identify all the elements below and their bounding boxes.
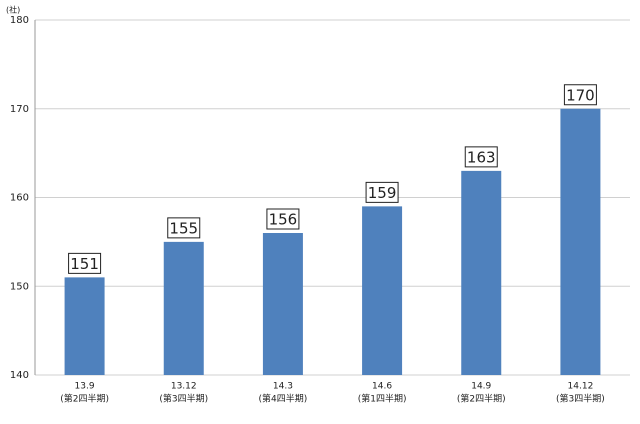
- value-label: 156: [269, 211, 298, 229]
- value-label: 163: [467, 148, 496, 166]
- x-tick-label: (第2四半期): [60, 393, 109, 405]
- x-tick-label: 14.3: [273, 382, 293, 392]
- value-label-box: [365, 181, 399, 203]
- x-tick-label: (第2四半期): [457, 393, 506, 405]
- x-tick-label: (第3四半期): [159, 393, 208, 405]
- x-tick-label: 14.9: [471, 382, 491, 392]
- value-label-box: [563, 84, 597, 106]
- y-tick-label: 180: [10, 15, 29, 26]
- x-tick-label: (第1四半期): [358, 393, 407, 405]
- y-tick-label: 140: [10, 370, 29, 381]
- value-label-box: [464, 146, 498, 168]
- value-label: 151: [70, 255, 99, 273]
- value-label: 155: [169, 219, 198, 237]
- x-tick-label: 14.6: [372, 382, 392, 392]
- y-tick-label: 170: [10, 104, 29, 115]
- x-tick-label: (第3四半期): [556, 393, 605, 405]
- value-label-box: [167, 217, 201, 239]
- bar: [560, 108, 601, 375]
- y-tick-label: 160: [10, 193, 29, 204]
- value-label-box: [68, 252, 102, 274]
- value-label-box: [266, 208, 300, 230]
- value-label: 170: [566, 86, 595, 104]
- bar: [163, 241, 204, 375]
- x-tick-label: 13.12: [171, 382, 197, 392]
- y-tick-label: 150: [10, 281, 29, 292]
- x-tick-label: (第4四半期): [259, 393, 308, 405]
- bar: [262, 233, 303, 375]
- x-tick-label: 13.9: [75, 382, 95, 392]
- bar: [362, 206, 403, 375]
- bar: [64, 277, 105, 375]
- x-tick-label: 14.12: [568, 382, 594, 392]
- value-label: 159: [368, 184, 397, 202]
- bar: [461, 170, 502, 375]
- unit-label: (社): [6, 5, 20, 15]
